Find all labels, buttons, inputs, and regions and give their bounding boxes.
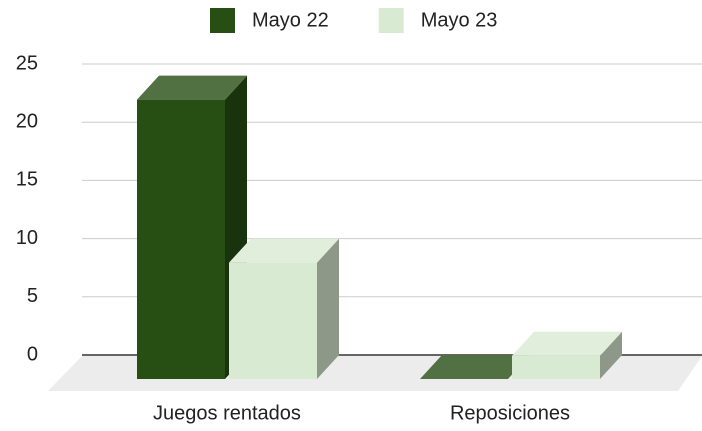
x-tick-label: Juegos rentados <box>153 402 301 424</box>
y-tick-label: 25 <box>16 52 38 74</box>
bar <box>137 75 247 379</box>
legend-label: Mayo 23 <box>421 9 498 31</box>
bar-side <box>600 331 622 379</box>
bar-top <box>512 331 622 356</box>
bar-front <box>229 262 317 379</box>
bar <box>512 331 622 379</box>
legend-label: Mayo 22 <box>252 9 329 31</box>
y-tick-label: 5 <box>27 285 38 307</box>
bar-top <box>229 238 339 263</box>
bar-front <box>137 99 225 379</box>
bar-top <box>137 75 247 100</box>
y-tick-label: 20 <box>16 110 38 132</box>
legend-swatch <box>378 8 404 33</box>
y-tick-label: 0 <box>27 343 38 365</box>
x-tick-label: Reposiciones <box>450 402 570 424</box>
bar-front <box>512 355 600 379</box>
bar-top <box>420 355 530 379</box>
bar-side <box>317 238 339 379</box>
bar <box>229 238 339 379</box>
y-tick-label: 15 <box>16 169 38 191</box>
bar <box>420 355 530 379</box>
legend-swatch <box>210 8 235 33</box>
y-tick-label: 10 <box>16 227 38 249</box>
